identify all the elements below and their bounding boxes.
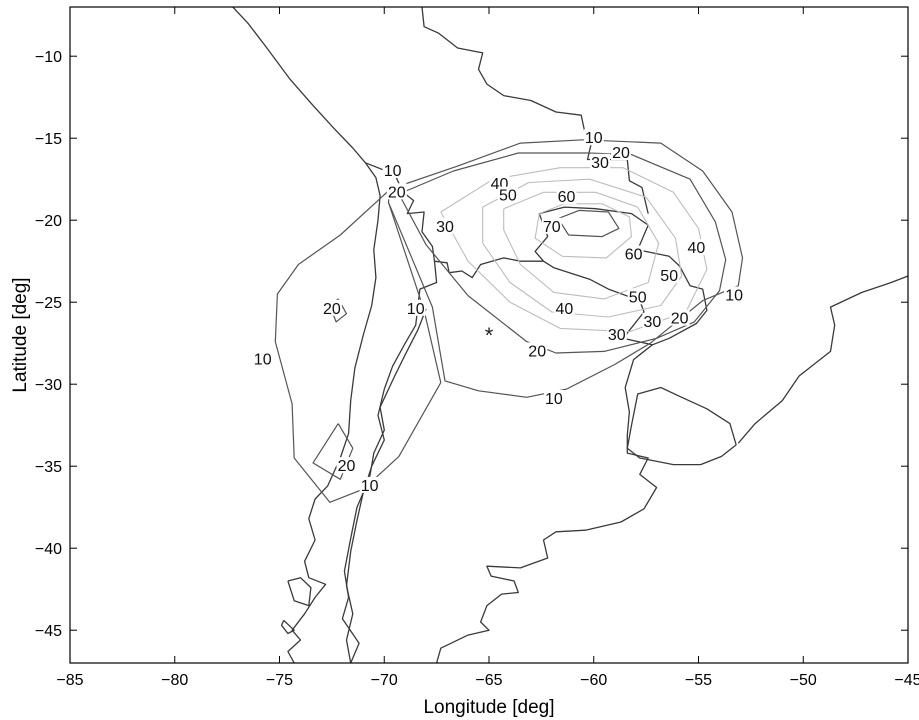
contour-70-line [557, 209, 620, 238]
y-tick-label: −20 [35, 213, 62, 230]
contour-label-bg [527, 342, 548, 359]
contour-label: 10 [585, 130, 603, 147]
contour-label: 50 [660, 268, 678, 285]
contour-layer [274, 139, 744, 503]
contour-label-bg [606, 326, 627, 342]
contour-label-bg [669, 309, 690, 326]
contour-label: 30 [644, 314, 662, 331]
contour-label: 30 [591, 155, 609, 172]
contour-label: 10 [361, 478, 379, 495]
epicenter-marker: * [485, 323, 494, 348]
contour-10-line [387, 139, 744, 398]
contour-label-bg [583, 129, 604, 146]
contour-label: 50 [629, 289, 647, 306]
contour-label: 40 [556, 301, 574, 318]
contour-label: 10 [254, 352, 272, 369]
x-tick-label: −70 [371, 672, 398, 689]
contour-label-bg [359, 476, 380, 493]
x-tick-label: −55 [685, 672, 712, 689]
coastline-1 [365, 162, 708, 346]
contour-label: 10 [545, 391, 563, 408]
contour-label-bg [724, 286, 745, 303]
contour-label-bg [382, 162, 403, 178]
y-tick-label: −25 [35, 295, 62, 312]
contour-label-bg [252, 350, 273, 367]
contour-label: 20 [388, 184, 406, 201]
x-axis: −85 −80 −75 −70 −65 −60 −55 −50 −45 [56, 7, 919, 689]
coastline-8 [287, 577, 312, 607]
contour-label: 20 [528, 343, 546, 360]
contour-label: 50 [499, 188, 517, 205]
x-tick-label: −75 [266, 672, 293, 689]
contour-label: 20 [323, 301, 341, 318]
contour-label-bg [590, 153, 610, 170]
coastline-7 [737, 275, 908, 444]
contour-label-bg [686, 239, 707, 256]
x-tick-label: −65 [475, 672, 502, 689]
contour-label: 20 [671, 311, 689, 328]
contour-30-line [440, 167, 708, 333]
contour-label-bg [611, 144, 631, 160]
contour-label-bg [623, 245, 644, 262]
contour-label: 10 [725, 288, 743, 305]
contour-label-bg [642, 312, 663, 329]
contour-label-bg [554, 299, 575, 316]
contour-label: 40 [688, 240, 706, 257]
contour-label: 60 [558, 189, 576, 206]
y-axis: −10 −15 −20 −25 −30 −35 −40 −45 [35, 49, 908, 640]
coastline-0 [231, 7, 381, 663]
coastline-6 [626, 386, 737, 466]
contour-label: 10 [384, 163, 402, 180]
contour-label-bg [497, 186, 518, 203]
contour-label-bg [336, 457, 357, 474]
coastline-5 [435, 344, 658, 663]
contour-label: 20 [612, 145, 630, 162]
y-tick-label: −10 [35, 49, 62, 66]
contour-10-line [274, 188, 442, 503]
contour-20-line [312, 423, 354, 480]
contour-label: 60 [625, 247, 643, 264]
contour-label-bg [627, 288, 648, 305]
y-tick-label: −40 [35, 541, 62, 558]
contour-label-bg [435, 217, 455, 234]
contour-label-bg [321, 299, 342, 316]
contour-20-line [398, 152, 727, 354]
x-tick-label: −80 [161, 672, 188, 689]
x-tick-label: −60 [580, 672, 607, 689]
x-tick-label: −45 [894, 672, 919, 689]
x-tick-label: −50 [790, 672, 817, 689]
contour-label-bg [386, 183, 407, 200]
coastline-4 [421, 7, 649, 214]
contour-label-bg [556, 188, 577, 205]
contour-60-line [534, 203, 633, 259]
contour-50-line [503, 191, 660, 300]
y-tick-label: −45 [35, 623, 62, 640]
contour-label-bg [541, 217, 562, 234]
x-tick-label: −85 [56, 672, 83, 689]
contour-label-bg [543, 390, 564, 406]
y-tick-label: −35 [35, 459, 62, 476]
contour-label: 10 [407, 301, 425, 318]
coastline-9 [280, 619, 295, 635]
contour-label-bg [659, 267, 680, 283]
contour-label: 30 [436, 219, 454, 236]
x-axis-label: Longitude [deg] [423, 697, 554, 718]
contour-label: 70 [543, 219, 561, 236]
contour-label: 20 [338, 458, 356, 475]
y-tick-label: −30 [35, 377, 62, 394]
y-axis-label: Latitude [deg] [10, 277, 31, 392]
contour-label: 30 [608, 327, 626, 344]
contour-label-bg [405, 299, 426, 316]
y-tick-label: −15 [35, 131, 62, 148]
contour-40-line [482, 178, 683, 318]
